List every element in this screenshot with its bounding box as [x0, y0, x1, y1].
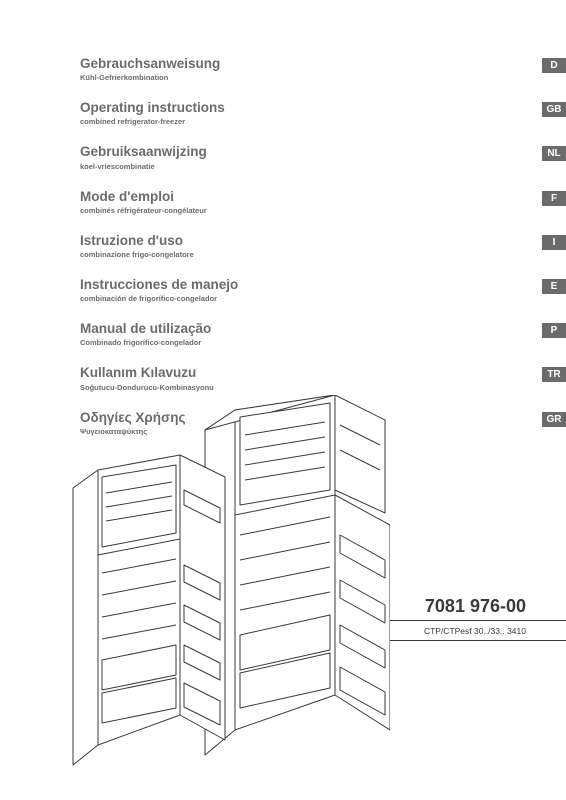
manual-cover-page: GebrauchsanweisungKühl-Gefrierkombinatio…	[0, 0, 566, 800]
language-badge: F	[542, 191, 566, 206]
language-title: Instrucciones de manejo	[80, 277, 502, 293]
language-title: Mode d'emploi	[80, 189, 502, 205]
language-title: Operating instructions	[80, 100, 502, 116]
language-text: Kullanım Kılavuzu Soğutucu-Dondurucu-Komb…	[80, 365, 502, 391]
language-entry: Manual de utilizaçãoCombinado frigorífic…	[80, 321, 526, 347]
language-entry: Instrucciones de manejocombinación de fr…	[80, 277, 526, 303]
fridge-illustration	[70, 395, 390, 775]
language-badge: I	[542, 235, 566, 250]
language-badge: TR	[542, 367, 566, 382]
language-text: Mode d'emploicombinés réfrigérateur-cong…	[80, 189, 502, 215]
language-text: Gebruiksaanwijzing koel-vriescombinatie	[80, 144, 502, 170]
language-list: GebrauchsanweisungKühl-Gefrierkombinatio…	[80, 56, 526, 436]
language-badge: GR	[542, 412, 566, 427]
language-subtitle: combinés réfrigérateur-congélateur	[80, 206, 502, 215]
language-text: Instrucciones de manejocombinación de fr…	[80, 277, 502, 303]
language-text: GebrauchsanweisungKühl-Gefrierkombinatio…	[80, 56, 502, 82]
model-code: CTP/CTPesf 30../33.. 3410	[424, 626, 526, 636]
language-text: Manual de utilizaçãoCombinado frigorífic…	[80, 321, 502, 347]
language-subtitle: combinación de frigorífico-congelador	[80, 294, 502, 303]
language-text: Operating instructionscombined refrigera…	[80, 100, 502, 126]
language-entry: Kullanım Kılavuzu Soğutucu-Dondurucu-Komb…	[80, 365, 526, 391]
language-subtitle: Combinado frigorífico-congelador	[80, 338, 502, 347]
language-subtitle: combined refrigerator-freezer	[80, 117, 502, 126]
language-title: Manual de utilização	[80, 321, 502, 337]
product-number: 7081 976-00	[425, 596, 526, 617]
language-badge: NL	[542, 146, 566, 161]
language-badge: D	[542, 58, 566, 73]
language-title: Gebrauchsanweisung	[80, 56, 502, 72]
language-entry: GebrauchsanweisungKühl-Gefrierkombinatio…	[80, 56, 526, 82]
language-badge: GB	[542, 102, 566, 117]
language-subtitle: Kühl-Gefrierkombination	[80, 73, 502, 82]
language-entry: Mode d'emploicombinés réfrigérateur-cong…	[80, 189, 526, 215]
language-title: Istruzione d'uso	[80, 233, 502, 249]
language-badge: E	[542, 279, 566, 294]
language-subtitle: koel-vriescombinatie	[80, 162, 502, 171]
language-subtitle: Soğutucu-Dondurucu-Kombinasyonu	[80, 383, 502, 392]
language-title: Kullanım Kılavuzu	[80, 365, 502, 381]
language-title: Gebruiksaanwijzing	[80, 144, 502, 160]
language-subtitle: combinazione frigo-congelatore	[80, 250, 502, 259]
language-entry: Gebruiksaanwijzingkoel-vriescombinatieNL	[80, 144, 526, 170]
language-badge: P	[542, 323, 566, 338]
language-text: Istruzione d'usocombinazione frigo-conge…	[80, 233, 502, 259]
language-entry: Operating instructionscombined refrigera…	[80, 100, 526, 126]
language-entry: Istruzione d'usocombinazione frigo-conge…	[80, 233, 526, 259]
